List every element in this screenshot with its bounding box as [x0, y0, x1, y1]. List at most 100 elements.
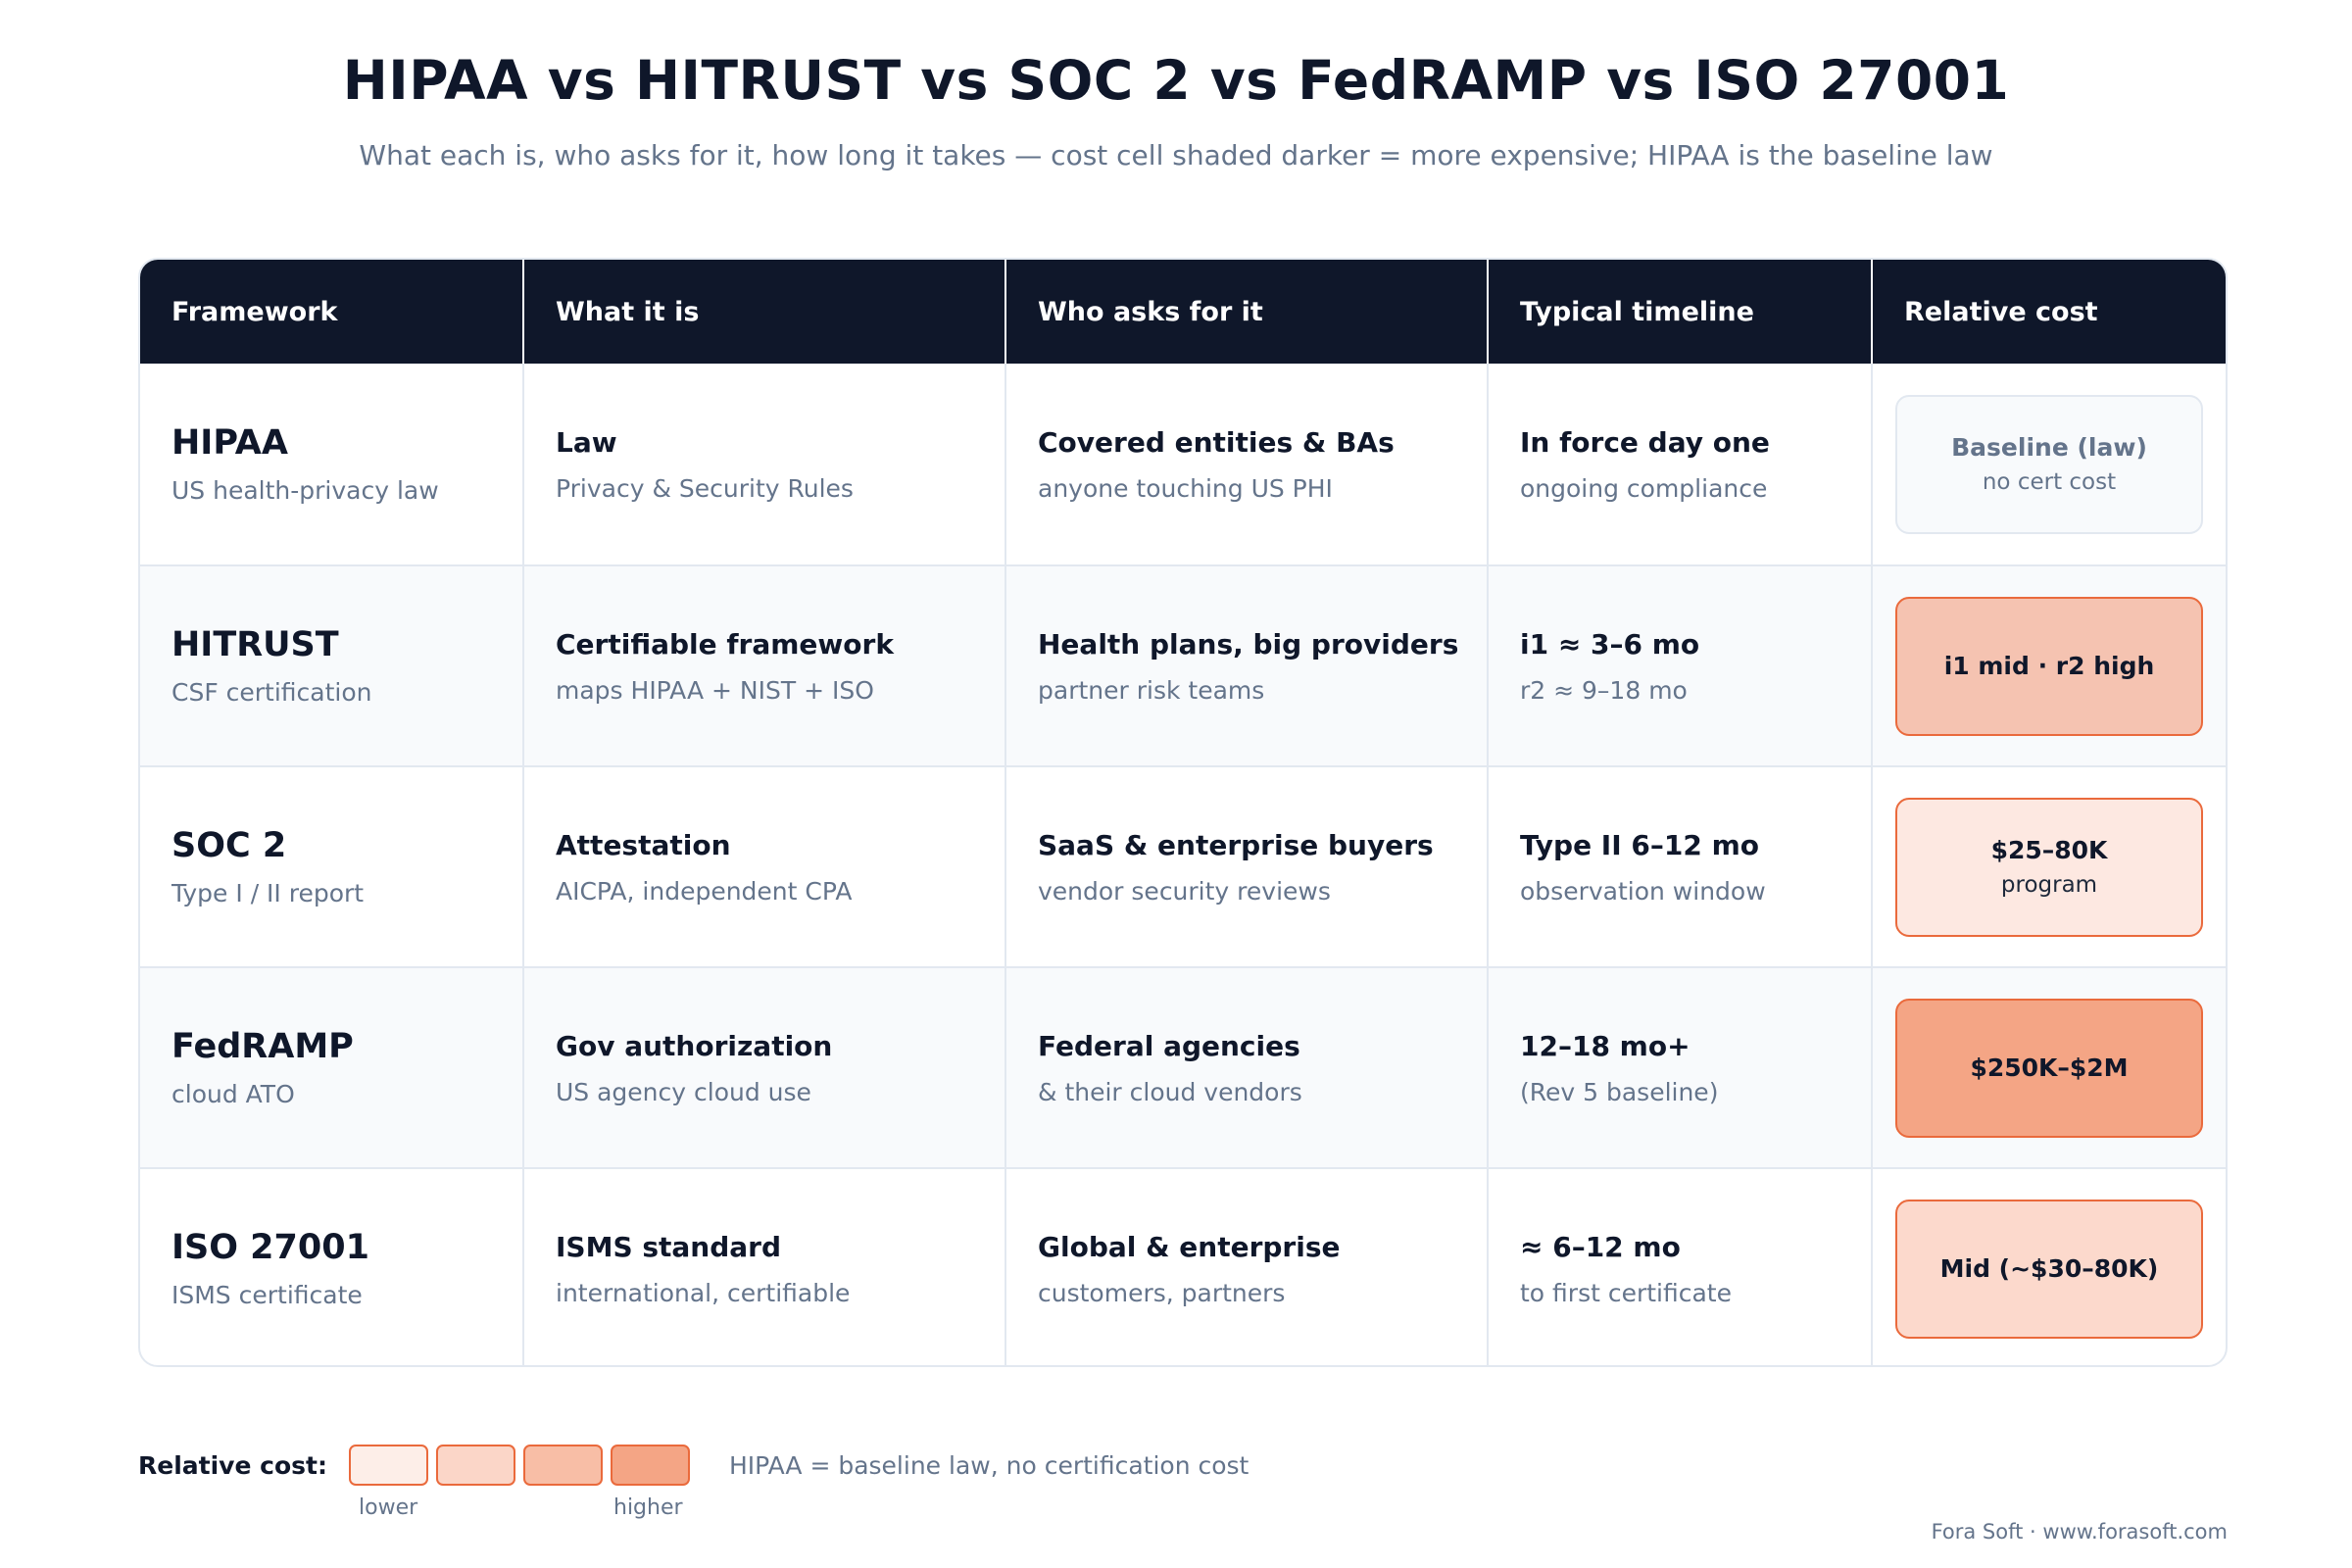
timeline-sub: (Rev 5 baseline)	[1520, 1077, 1719, 1106]
table-row: HITRUST CSF certification Certifiable fram…	[140, 564, 2226, 765]
timeline-sub: to first certificate	[1520, 1278, 1732, 1307]
timeline-main: 12–18 mo+	[1520, 1029, 1690, 1062]
timeline-sub: observation window	[1520, 876, 1766, 906]
legend-note: HIPAA = baseline law, no certification c…	[728, 1450, 1250, 1480]
timeline-main: In force day one	[1520, 425, 1770, 459]
what-it-is-main: Certifiable framework	[556, 627, 894, 661]
who-asks-main: Covered entities & BAs	[1038, 425, 1395, 459]
framework-subtitle: ISMS certificate	[172, 1281, 363, 1309]
what-it-is-sub: US agency cloud use	[556, 1077, 811, 1106]
cell-who-asks: Federal agencies & their cloud vendors	[1006, 968, 1489, 1167]
cost-value: i1 mid · r2 high	[1943, 652, 2155, 680]
what-it-is-main: ISMS standard	[556, 1230, 782, 1263]
cell-relative-cost: Mid (~$30–80K)	[1873, 1169, 2226, 1365]
table-body: HIPAA US health-privacy law Law Privacy & S…	[140, 364, 2226, 1365]
who-asks-main: Global & enterprise	[1038, 1230, 1341, 1263]
table-row: ISO 27001 ISMS certificate ISMS standard in…	[140, 1167, 2226, 1365]
cost-badge: Mid (~$30–80K)	[1895, 1199, 2203, 1339]
cell-what-it-is: Gov authorization US agency cloud use	[524, 968, 1006, 1167]
header-framework: Framework	[140, 260, 524, 364]
cell-what-it-is: Attestation AICPA, independent CPA	[524, 767, 1006, 966]
cost-note: program	[2000, 872, 2098, 898]
cell-timeline: In force day one ongoing compliance	[1489, 364, 1873, 564]
framework-name: HIPAA	[172, 423, 288, 463]
cell-relative-cost: $25–80K program	[1873, 767, 2226, 966]
header-who-asks: Who asks for it	[1006, 260, 1489, 364]
cell-timeline: 12–18 mo+ (Rev 5 baseline)	[1489, 968, 1873, 1167]
table-row: SOC 2 Type I / II report Attestation AICPA,…	[140, 765, 2226, 966]
cell-timeline: i1 ≈ 3–6 mo r2 ≈ 9–18 mo	[1489, 566, 1873, 765]
timeline-sub: r2 ≈ 9–18 mo	[1520, 675, 1688, 705]
cost-value: $25–80K	[1990, 836, 2108, 864]
who-asks-main: Health plans, big providers	[1038, 627, 1459, 661]
cost-badge: Baseline (law) no cert cost	[1895, 394, 2203, 534]
cost-legend: Relative cost: HIPAA = baseline law, no …	[138, 1445, 1249, 1486]
timeline-sub: ongoing compliance	[1520, 473, 1768, 503]
cost-badge: i1 mid · r2 high	[1895, 596, 2203, 736]
cell-what-it-is: Law Privacy & Security Rules	[524, 364, 1006, 564]
framework-subtitle: US health-privacy law	[172, 476, 439, 505]
table-row: HIPAA US health-privacy law Law Privacy & S…	[140, 364, 2226, 564]
framework-name: FedRAMP	[172, 1027, 354, 1066]
header-relative-cost: Relative cost	[1904, 296, 2098, 327]
what-it-is-sub: maps HIPAA + NIST + ISO	[556, 675, 874, 705]
legend-label: Relative cost:	[138, 1450, 327, 1480]
legend-swatch-4	[610, 1445, 690, 1486]
page-title: HIPAA vs HITRUST vs SOC 2 vs FedRAMP vs …	[342, 49, 2010, 112]
who-asks-sub: partner risk teams	[1038, 675, 1265, 705]
cost-value: $250K–$2M	[1970, 1054, 2129, 1082]
timeline-main: ≈ 6–12 mo	[1520, 1230, 1681, 1263]
framework-subtitle: cloud ATO	[172, 1080, 295, 1108]
legend-swatch-1	[348, 1445, 428, 1486]
cell-relative-cost: Baseline (law) no cert cost	[1873, 364, 2226, 564]
cost-note: no cert cost	[1982, 469, 2117, 495]
timeline-main: i1 ≈ 3–6 mo	[1520, 627, 1700, 661]
what-it-is-main: Gov authorization	[556, 1029, 833, 1062]
cost-value: Mid (~$30–80K)	[1939, 1254, 2159, 1283]
cell-relative-cost: $250K–$2M	[1873, 968, 2226, 1167]
cell-framework: HIPAA US health-privacy law	[140, 364, 524, 564]
what-it-is-sub: international, certifiable	[556, 1278, 851, 1307]
cell-who-asks: Global & enterprise customers, partners	[1006, 1169, 1489, 1365]
table-header: Framework What it is Who asks for it Typ…	[140, 260, 2226, 364]
who-asks-main: Federal agencies	[1038, 1029, 1300, 1062]
legend-lower-label: lower	[359, 1495, 418, 1520]
cost-badge: $250K–$2M	[1895, 998, 2203, 1138]
cell-what-it-is: ISMS standard international, certifiable	[524, 1169, 1006, 1365]
framework-subtitle: CSF certification	[172, 678, 372, 707]
comparison-table: Framework What it is Who asks for it Typ…	[138, 258, 2228, 1367]
framework-subtitle: Type I / II report	[172, 879, 365, 907]
who-asks-sub: customers, partners	[1038, 1278, 1286, 1307]
cell-who-asks: SaaS & enterprise buyers vendor security …	[1006, 767, 1489, 966]
cell-framework: HITRUST CSF certification	[140, 566, 524, 765]
what-it-is-main: Attestation	[556, 828, 731, 861]
cost-badge: $25–80K program	[1895, 797, 2203, 937]
what-it-is-sub: Privacy & Security Rules	[556, 473, 854, 503]
header-timeline: Typical timeline	[1489, 260, 1873, 364]
cell-relative-cost: i1 mid · r2 high	[1873, 566, 2226, 765]
cell-framework: FedRAMP cloud ATO	[140, 968, 524, 1167]
framework-name: ISO 27001	[172, 1228, 369, 1267]
cell-who-asks: Health plans, big providers partner risk …	[1006, 566, 1489, 765]
who-asks-sub: anyone touching US PHI	[1038, 473, 1333, 503]
legend-higher-label: higher	[613, 1495, 683, 1520]
header-what-it-is: What it is	[524, 260, 1006, 364]
who-asks-sub: & their cloud vendors	[1038, 1077, 1302, 1106]
table-row: FedRAMP cloud ATO Gov authorization US agen…	[140, 966, 2226, 1167]
legend-swatch-3	[522, 1445, 603, 1486]
what-it-is-sub: AICPA, independent CPA	[556, 876, 853, 906]
what-it-is-main: Law	[556, 425, 617, 459]
cell-framework: SOC 2 Type I / II report	[140, 767, 524, 966]
page-subtitle: What each is, who asks for it, how long …	[359, 139, 1993, 172]
framework-name: SOC 2	[172, 826, 287, 865]
cell-timeline: Type II 6–12 mo observation window	[1489, 767, 1873, 966]
cell-framework: ISO 27001 ISMS certificate	[140, 1169, 524, 1365]
who-asks-sub: vendor security reviews	[1038, 876, 1331, 906]
cell-who-asks: Covered entities & BAs anyone touching US…	[1006, 364, 1489, 564]
framework-name: HITRUST	[172, 625, 339, 664]
cost-value: Baseline (law)	[1951, 433, 2147, 462]
footer-credit: Fora Soft · www.forasoft.com	[1931, 1520, 2228, 1544]
cell-what-it-is: Certifiable framework maps HIPAA + NIST +…	[524, 566, 1006, 765]
timeline-main: Type II 6–12 mo	[1520, 828, 1760, 861]
legend-swatch-2	[435, 1445, 515, 1486]
